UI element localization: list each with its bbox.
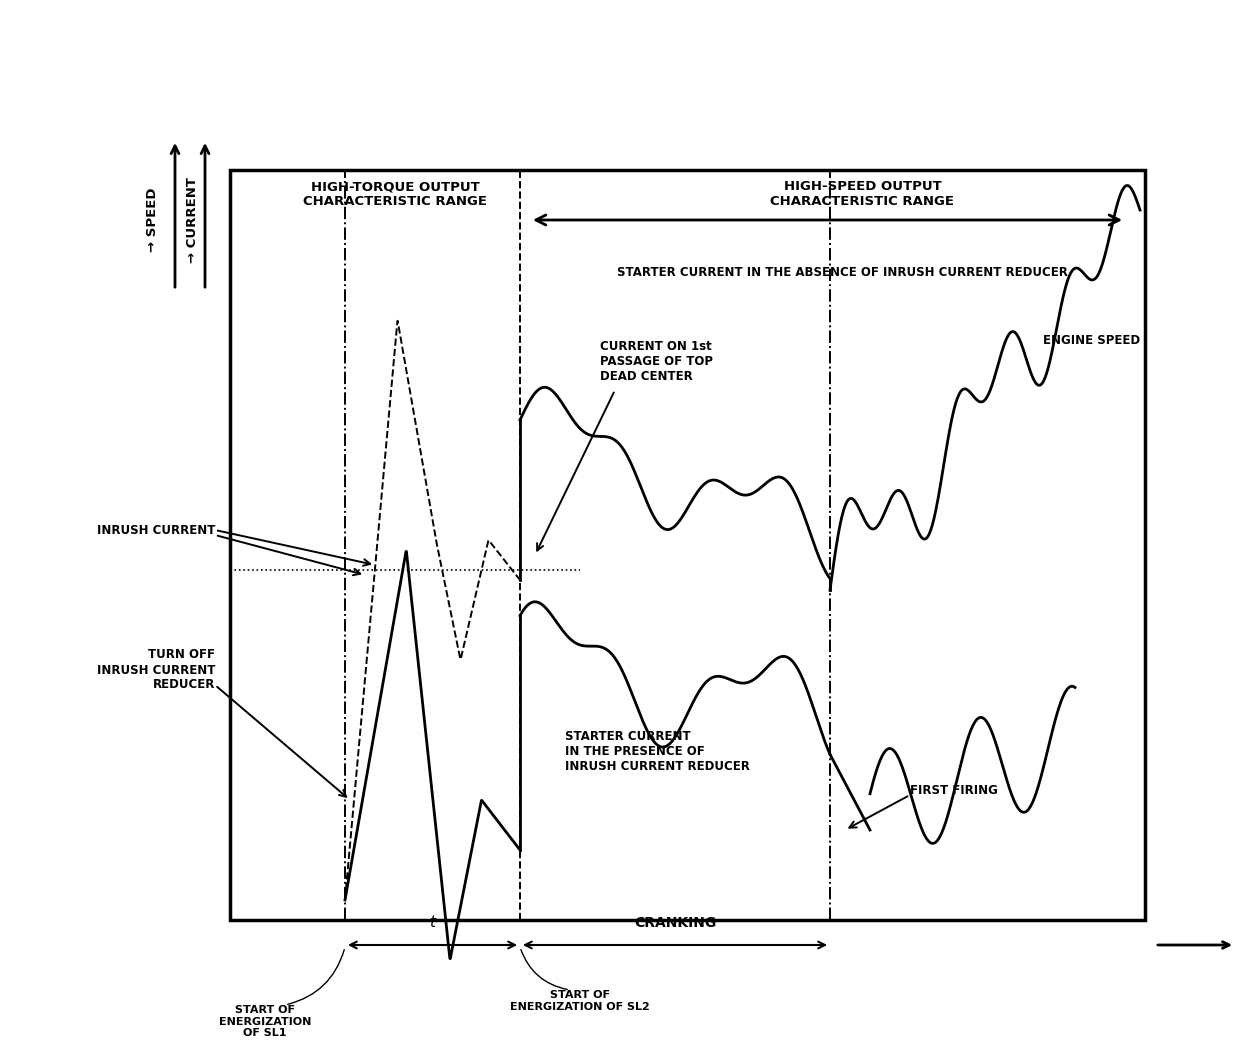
Text: CRANKING: CRANKING: [634, 916, 717, 930]
Text: TURN OFF
INRUSH CURRENT
REDUCER: TURN OFF INRUSH CURRENT REDUCER: [97, 649, 215, 692]
Text: STARTER CURRENT
IN THE PRESENCE OF
INRUSH CURRENT REDUCER: STARTER CURRENT IN THE PRESENCE OF INRUS…: [565, 730, 750, 773]
Text: HIGH-TORQUE OUTPUT
CHARACTERISTIC RANGE: HIGH-TORQUE OUTPUT CHARACTERISTIC RANGE: [303, 180, 487, 208]
Bar: [229, 170, 1145, 920]
Text: FIRST FIRING: FIRST FIRING: [910, 783, 998, 797]
Text: → CURRENT: → CURRENT: [186, 177, 198, 263]
Text: CURRENT ON 1st
PASSAGE OF TOP
DEAD CENTER: CURRENT ON 1st PASSAGE OF TOP DEAD CENTE…: [600, 340, 713, 383]
Text: START OF
ENERGIZATION OF SL2: START OF ENERGIZATION OF SL2: [510, 990, 650, 1012]
Text: STARTER CURRENT IN THE ABSENCE OF INRUSH CURRENT REDUCER: STARTER CURRENT IN THE ABSENCE OF INRUSH…: [618, 265, 1068, 279]
Text: START OF
ENERGIZATION
OF SL1: START OF ENERGIZATION OF SL1: [218, 1005, 311, 1038]
Text: → SPEED: → SPEED: [145, 188, 159, 253]
Text: HIGH-SPEED OUTPUT
CHARACTERISTIC RANGE: HIGH-SPEED OUTPUT CHARACTERISTIC RANGE: [770, 180, 955, 208]
Text: t: t: [429, 915, 435, 930]
Text: INRUSH CURRENT: INRUSH CURRENT: [97, 523, 215, 537]
Text: ENGINE SPEED: ENGINE SPEED: [1043, 334, 1140, 346]
